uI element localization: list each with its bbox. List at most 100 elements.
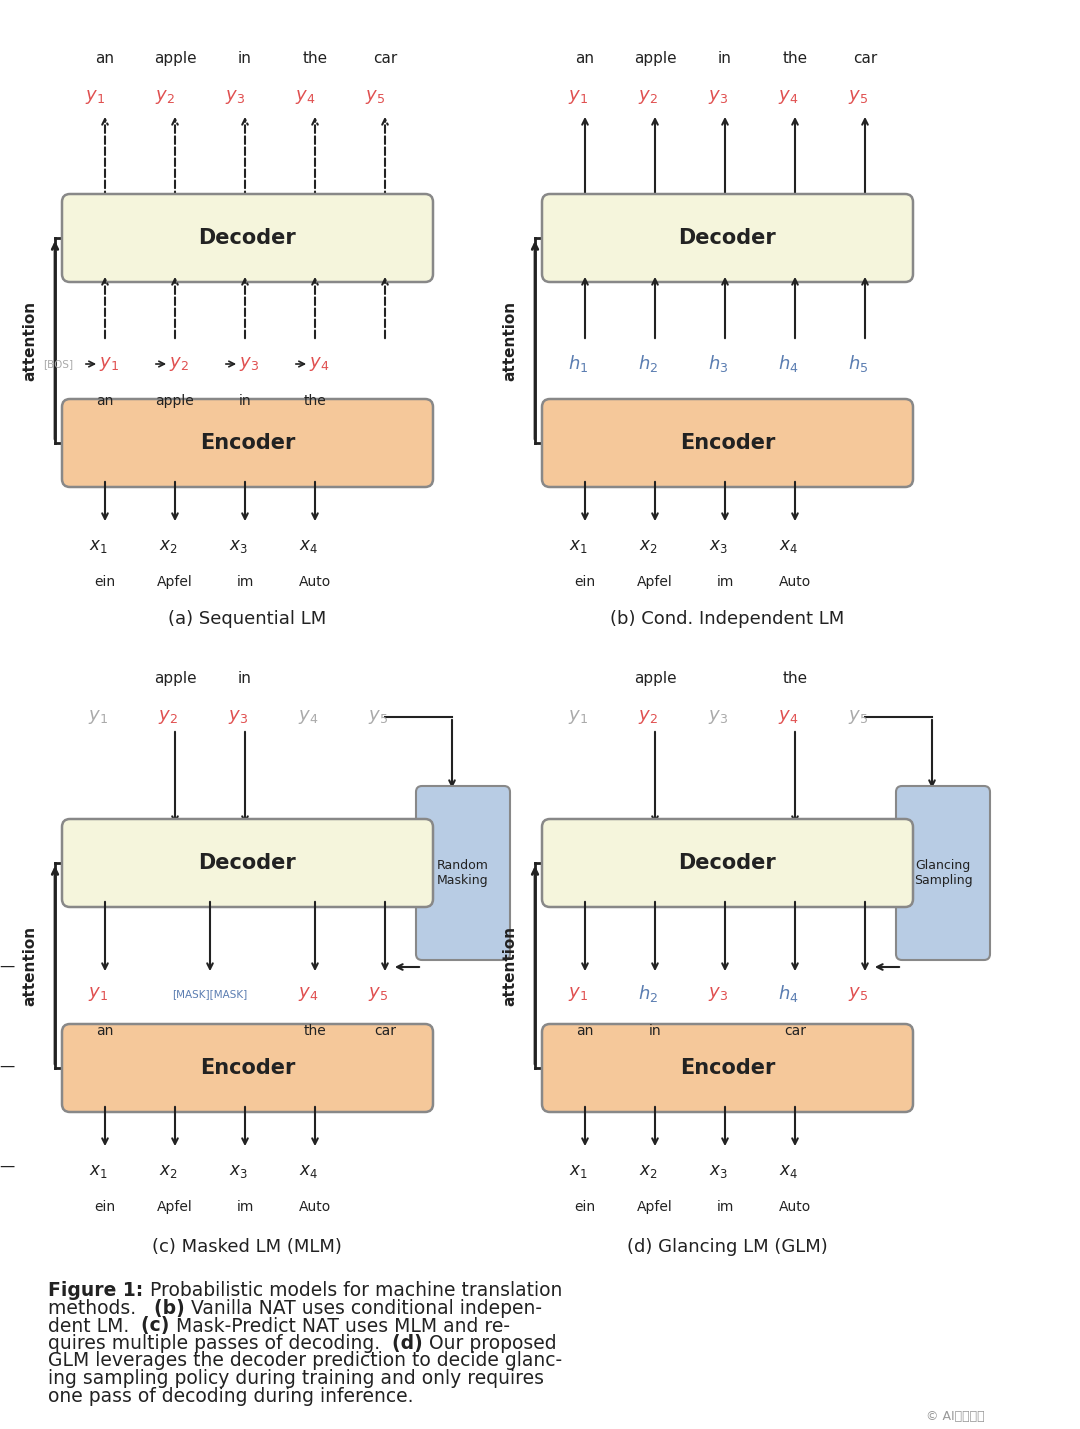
Text: Apfel: Apfel: [157, 1200, 193, 1215]
Text: Decoder: Decoder: [199, 229, 296, 249]
Text: Decoder: Decoder: [678, 853, 777, 873]
Text: $y_3$: $y_3$: [708, 707, 728, 726]
Text: car: car: [373, 51, 397, 67]
Text: Auto: Auto: [299, 574, 332, 589]
Text: $y_4$: $y_4$: [295, 89, 315, 106]
Text: (b) Cond. Independent LM: (b) Cond. Independent LM: [610, 610, 845, 627]
Text: $x_3$: $x_3$: [708, 1162, 728, 1180]
Text: $y_5$: $y_5$: [848, 707, 868, 726]
Text: $x_3$: $x_3$: [229, 1162, 247, 1180]
Text: (d) Glancing LM (GLM): (d) Glancing LM (GLM): [626, 1238, 827, 1256]
Text: apple: apple: [153, 51, 197, 67]
Text: $x_1$: $x_1$: [89, 1162, 107, 1180]
Text: $h_2$: $h_2$: [638, 983, 658, 1005]
Text: $x_3$: $x_3$: [229, 537, 247, 554]
Text: —: —: [0, 1059, 15, 1073]
Text: ing sampling policy during training and only requires: ing sampling policy during training and …: [48, 1369, 544, 1388]
Text: $h_4$: $h_4$: [778, 983, 798, 1005]
Text: Encoder: Encoder: [679, 433, 775, 453]
FancyBboxPatch shape: [62, 194, 433, 282]
Text: $h_5$: $h_5$: [848, 353, 868, 374]
Text: the: the: [782, 672, 808, 686]
Text: the: the: [302, 51, 327, 67]
Text: Figure 1:: Figure 1:: [48, 1282, 150, 1300]
Text: an: an: [95, 51, 114, 67]
FancyBboxPatch shape: [62, 1025, 433, 1112]
Text: methods.: methods.: [48, 1299, 154, 1318]
Text: $h_2$: $h_2$: [638, 353, 658, 374]
Text: Decoder: Decoder: [678, 229, 777, 249]
Text: $x_2$: $x_2$: [159, 537, 177, 554]
Text: $x_2$: $x_2$: [638, 1162, 658, 1180]
Text: $y_1$: $y_1$: [87, 985, 108, 1003]
Text: Apfel: Apfel: [637, 1200, 673, 1215]
FancyBboxPatch shape: [416, 786, 510, 960]
Text: Mask-Predict NAT uses MLM and re-: Mask-Predict NAT uses MLM and re-: [176, 1316, 510, 1336]
Text: dent LM.: dent LM.: [48, 1316, 141, 1336]
Text: ein: ein: [94, 1200, 116, 1215]
FancyBboxPatch shape: [542, 194, 913, 282]
FancyBboxPatch shape: [542, 819, 913, 907]
Text: the: the: [303, 1025, 326, 1037]
Text: $y_1$: $y_1$: [568, 707, 588, 726]
Text: GLM leverages the decoder prediction to decide glanc-: GLM leverages the decoder prediction to …: [48, 1352, 562, 1370]
Text: $y_5$: $y_5$: [365, 89, 386, 106]
Text: attention: attention: [502, 926, 517, 1006]
Text: (a) Sequential LM: (a) Sequential LM: [167, 610, 326, 627]
Text: in: in: [649, 1025, 661, 1037]
Text: Auto: Auto: [779, 574, 811, 589]
Text: $y_2$: $y_2$: [156, 89, 175, 106]
Text: im: im: [237, 1200, 254, 1215]
Text: $y_1$: $y_1$: [568, 985, 588, 1003]
Text: in: in: [238, 672, 252, 686]
Text: in: in: [238, 51, 252, 67]
Text: $y_1$: $y_1$: [87, 707, 108, 726]
Text: $y_4$: $y_4$: [309, 354, 329, 373]
Text: $y_3$: $y_3$: [708, 985, 728, 1003]
Text: $y_5$: $y_5$: [848, 985, 868, 1003]
Text: in: in: [239, 394, 252, 409]
Text: $y_2$: $y_2$: [170, 354, 189, 373]
Text: $y_1$: $y_1$: [85, 89, 105, 106]
Text: Probabilistic models for machine translation: Probabilistic models for machine transla…: [150, 1282, 562, 1300]
Text: $y_3$: $y_3$: [228, 707, 248, 726]
FancyBboxPatch shape: [896, 786, 990, 960]
Text: $y_3$: $y_3$: [239, 354, 259, 373]
Text: [MASK][MASK]: [MASK][MASK]: [173, 989, 247, 999]
Text: an: an: [96, 1025, 113, 1037]
Text: car: car: [853, 51, 877, 67]
Text: (c): (c): [141, 1316, 176, 1336]
Text: Glancing
Sampling: Glancing Sampling: [914, 859, 972, 887]
Text: apple: apple: [156, 394, 194, 409]
Text: Apfel: Apfel: [157, 574, 193, 589]
Text: $x_3$: $x_3$: [708, 537, 728, 554]
FancyBboxPatch shape: [542, 399, 913, 487]
Text: an: an: [96, 394, 113, 409]
Text: [BOS]: [BOS]: [43, 359, 73, 369]
Text: ein: ein: [94, 574, 116, 589]
Text: $y_4$: $y_4$: [298, 707, 319, 726]
Text: ein: ein: [575, 574, 595, 589]
Text: Auto: Auto: [299, 1200, 332, 1215]
Text: $y_2$: $y_2$: [638, 707, 658, 726]
Text: $y_5$: $y_5$: [848, 89, 868, 106]
Text: im: im: [716, 1200, 733, 1215]
Text: Vanilla NAT uses conditional indepen-: Vanilla NAT uses conditional indepen-: [191, 1299, 542, 1318]
Text: (b): (b): [154, 1299, 191, 1318]
Text: $h_3$: $h_3$: [707, 353, 728, 374]
Text: apple: apple: [153, 672, 197, 686]
Text: $y_4$: $y_4$: [298, 985, 319, 1003]
Text: apple: apple: [634, 51, 676, 67]
Text: Decoder: Decoder: [199, 853, 296, 873]
Text: $y_5$: $y_5$: [368, 707, 388, 726]
Text: (d): (d): [392, 1335, 430, 1353]
Text: $x_2$: $x_2$: [159, 1162, 177, 1180]
Text: $y_5$: $y_5$: [368, 985, 388, 1003]
Text: im: im: [716, 574, 733, 589]
Text: Encoder: Encoder: [200, 1057, 295, 1077]
Text: car: car: [374, 1025, 396, 1037]
Text: $y_4$: $y_4$: [778, 89, 798, 106]
Text: $y_1$: $y_1$: [99, 354, 119, 373]
Text: $h_1$: $h_1$: [568, 353, 589, 374]
Text: $x_1$: $x_1$: [569, 1162, 588, 1180]
